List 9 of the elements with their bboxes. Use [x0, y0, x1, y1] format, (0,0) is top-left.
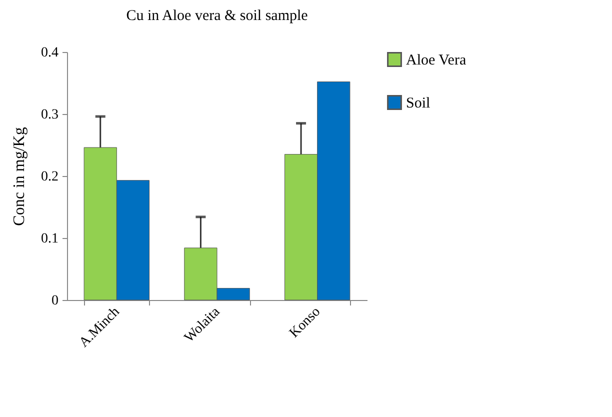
- y-tick-label: 0.4: [41, 46, 58, 60]
- y-tick-label: 0.1: [41, 232, 58, 246]
- y-tick-label: 0: [52, 294, 58, 308]
- y-tick-label: 0.3: [41, 108, 58, 122]
- chart-title: Cu in Aloe vera & soil sample: [126, 8, 308, 24]
- y-axis-title: Conc in mg/Kg: [11, 127, 28, 226]
- legend-label: Soil: [406, 96, 430, 112]
- y-tick-label: 0.2: [41, 170, 58, 184]
- legend-label: Aloe Vera: [406, 52, 466, 68]
